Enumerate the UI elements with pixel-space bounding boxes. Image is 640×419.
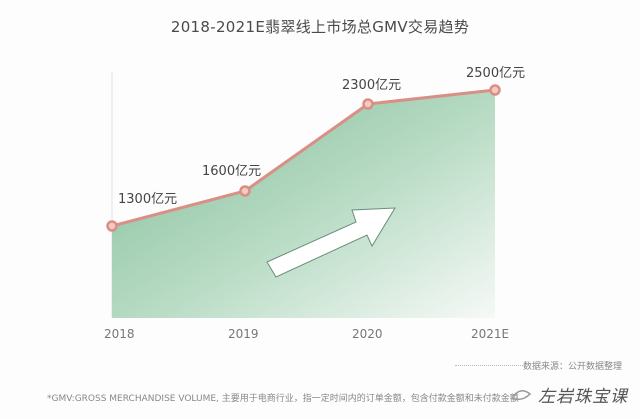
source-divider xyxy=(455,365,525,366)
x-tick-2018: 2018 xyxy=(104,327,135,341)
arrow-icon xyxy=(266,207,396,278)
footnote: *GMV:GROSS MERCHANDISE VOLUME, 主要用于电商行业，… xyxy=(47,394,519,404)
chart-title: 2018-2021E翡翠线上市场总GMV交易趋势 xyxy=(170,18,470,36)
x-tick-2021e: 2021E xyxy=(471,327,510,341)
brand-watermark: 左岩珠宝课 xyxy=(538,387,628,407)
x-tick-2020: 2020 xyxy=(352,327,383,341)
brand-logo-icon xyxy=(510,390,532,401)
x-tick-2019: 2019 xyxy=(228,327,259,341)
area-fill xyxy=(112,90,495,318)
data-label-2019: 1600亿元 xyxy=(202,164,262,179)
data-label-2018: 1300亿元 xyxy=(118,192,178,207)
data-label-2021e: 2500亿元 xyxy=(466,66,526,81)
trend-line xyxy=(111,88,496,228)
data-label-2020: 2300亿元 xyxy=(342,78,402,93)
data-markers xyxy=(106,84,501,232)
data-source: 数据来源：公开数据整理 xyxy=(522,362,622,372)
